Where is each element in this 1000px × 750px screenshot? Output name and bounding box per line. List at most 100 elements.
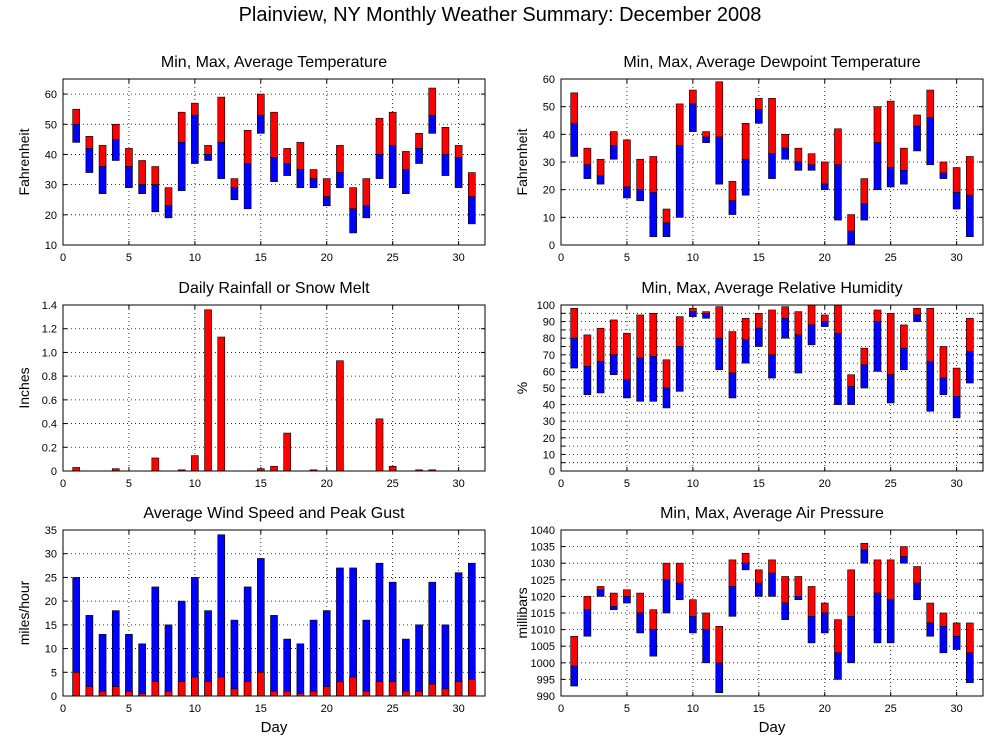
temp-bar-upper-day-10 xyxy=(191,102,199,116)
wind-y-axis-label: miles/hour xyxy=(16,580,32,645)
wind-y-tick-label: 10 xyxy=(45,644,57,656)
pressure-title: Min, Max, Average Air Pressure xyxy=(660,505,884,522)
temp-bar-lower-day-12 xyxy=(217,142,226,179)
rh-x-tick-label: 10 xyxy=(687,478,699,490)
rain-y-tick-label: 1.2 xyxy=(42,324,57,336)
pressure-bar-upper-day-30 xyxy=(952,622,961,637)
dew-bar-upper-day-14 xyxy=(741,122,750,160)
dew-y-tick-label: 0 xyxy=(549,240,555,252)
rh-bar-upper-day-3 xyxy=(596,327,605,362)
rh-bar-lower-day-2 xyxy=(583,366,592,395)
rh-x-tick-label: 0 xyxy=(558,478,564,490)
temp-bar-lower-day-10 xyxy=(191,114,199,164)
dew-bar-lower-day-13 xyxy=(728,200,737,215)
rh-plot-frame xyxy=(560,304,984,472)
dew-bar-upper-day-17 xyxy=(781,134,789,149)
wind-gust-bar-day-16 xyxy=(270,615,278,697)
dew-bar-upper-day-18 xyxy=(794,147,803,163)
pressure-bar-upper-day-26 xyxy=(900,546,908,557)
wind-average-bar-day-27 xyxy=(415,690,423,697)
pressure-chart: Min, Max, Average Air Pressure 990 995 1000… xyxy=(514,505,984,736)
rh-bar-upper-day-4 xyxy=(609,319,618,356)
rh-bar-upper-day-17 xyxy=(781,306,789,319)
wind-average-bar-day-17 xyxy=(283,690,291,697)
dew-bar-lower-day-1 xyxy=(570,122,578,157)
rh-bar-lower-day-6 xyxy=(636,357,644,402)
dew-bar-lower-day-3 xyxy=(596,175,605,185)
wind-average-bar-day-16 xyxy=(270,690,278,697)
rain-bar-day-25 xyxy=(388,465,397,472)
temp-bar-upper-day-27 xyxy=(415,133,423,149)
wind-average-bar-day-23 xyxy=(362,690,371,697)
temp-chart: Min, Max, Average Temperature10203040506… xyxy=(16,54,486,264)
rh-y-tick-label: 80 xyxy=(543,333,555,345)
rain-x-tick-label: 10 xyxy=(189,478,201,490)
rh-bar-upper-day-19 xyxy=(807,304,816,326)
wind-average-bar-day-29 xyxy=(441,688,450,697)
pressure-bar-upper-day-31 xyxy=(966,622,974,654)
dew-bar-upper-day-8 xyxy=(662,208,671,224)
rh-bar-upper-day-26 xyxy=(900,324,908,349)
temp-bar-lower-day-29 xyxy=(441,154,450,176)
temp-bar-upper-day-21 xyxy=(336,145,344,173)
rain-bar-day-12 xyxy=(217,336,226,472)
rain-y-tick-label: 0.8 xyxy=(42,371,57,383)
wind-average-bar-day-28 xyxy=(428,683,437,697)
dew-bar-upper-day-21 xyxy=(834,128,842,166)
wind-x-tick-label: 30 xyxy=(453,703,465,715)
rh-bar-lower-day-23 xyxy=(860,364,869,389)
rh-bar-upper-day-2 xyxy=(583,334,592,367)
rh-bar-lower-day-4 xyxy=(609,354,618,376)
temp-bar-lower-day-9 xyxy=(177,142,186,191)
wind-average-bar-day-31 xyxy=(468,679,476,697)
rain-y-axis-label: Inches xyxy=(16,367,32,408)
rh-chart: Min, Max, Average Relative Humidity 0 10 20… xyxy=(514,280,984,490)
pressure-bar-lower-day-2 xyxy=(583,609,592,637)
rain-x-tick-label: 15 xyxy=(255,478,267,490)
rh-bar-upper-day-12 xyxy=(715,306,724,339)
wind-gust-bar-day-5 xyxy=(125,634,133,697)
temp-bar-upper-day-7 xyxy=(151,166,160,185)
pressure-bar-upper-day-5 xyxy=(623,589,631,597)
dew-bar-upper-day-5 xyxy=(623,139,631,188)
pressure-bar-lower-day-31 xyxy=(966,652,974,684)
pressure-bar-upper-day-14 xyxy=(741,552,750,564)
temp-bar-lower-day-26 xyxy=(402,169,410,194)
temp-bar-lower-day-30 xyxy=(454,157,463,188)
rh-bar-lower-day-31 xyxy=(966,351,974,384)
dew-bar-upper-day-27 xyxy=(913,114,921,127)
temp-bar-lower-day-6 xyxy=(138,184,146,194)
wind-average-bar-day-1 xyxy=(72,671,80,697)
pressure-bar-lower-day-17 xyxy=(781,602,789,620)
temp-bar-upper-day-11 xyxy=(204,145,212,155)
rh-bar-upper-day-24 xyxy=(873,309,882,322)
pressure-bar-lower-day-18 xyxy=(794,596,803,601)
temp-bar-lower-day-15 xyxy=(257,114,265,134)
pressure-bar-upper-day-2 xyxy=(583,596,592,610)
dew-bar-upper-day-16 xyxy=(768,98,776,155)
pressure-bar-upper-day-29 xyxy=(939,612,948,627)
pressure-bar-upper-day-7 xyxy=(649,609,658,630)
wind-gust-bar-day-3 xyxy=(98,634,107,697)
pressure-bar-lower-day-27 xyxy=(913,582,921,601)
dew-y-tick-label: 60 xyxy=(543,74,555,86)
temp-bar-upper-day-5 xyxy=(125,148,133,167)
rain-y-tick-label: 0.6 xyxy=(42,395,57,407)
rh-bar-lower-day-9 xyxy=(675,346,684,392)
dew-x-tick-label: 10 xyxy=(687,252,699,264)
rh-y-tick-label: 100 xyxy=(537,300,555,312)
temp-bar-lower-day-8 xyxy=(164,205,173,219)
rh-bar-lower-day-7 xyxy=(649,356,658,402)
dew-bar-lower-day-4 xyxy=(609,145,618,160)
pressure-y-tick-label: 1030 xyxy=(531,558,555,570)
dew-bar-upper-day-4 xyxy=(609,131,618,146)
rh-bar-upper-day-28 xyxy=(926,308,935,362)
temp-bar-lower-day-27 xyxy=(415,148,423,164)
temp-bar-lower-day-3 xyxy=(98,166,107,194)
temp-bar-upper-day-28 xyxy=(428,87,437,116)
temp-bar-upper-day-18 xyxy=(296,142,305,170)
wind-x-tick-label: 5 xyxy=(126,703,132,715)
temp-x-tick-label: 0 xyxy=(60,252,66,264)
rain-bar-day-16 xyxy=(270,465,278,472)
